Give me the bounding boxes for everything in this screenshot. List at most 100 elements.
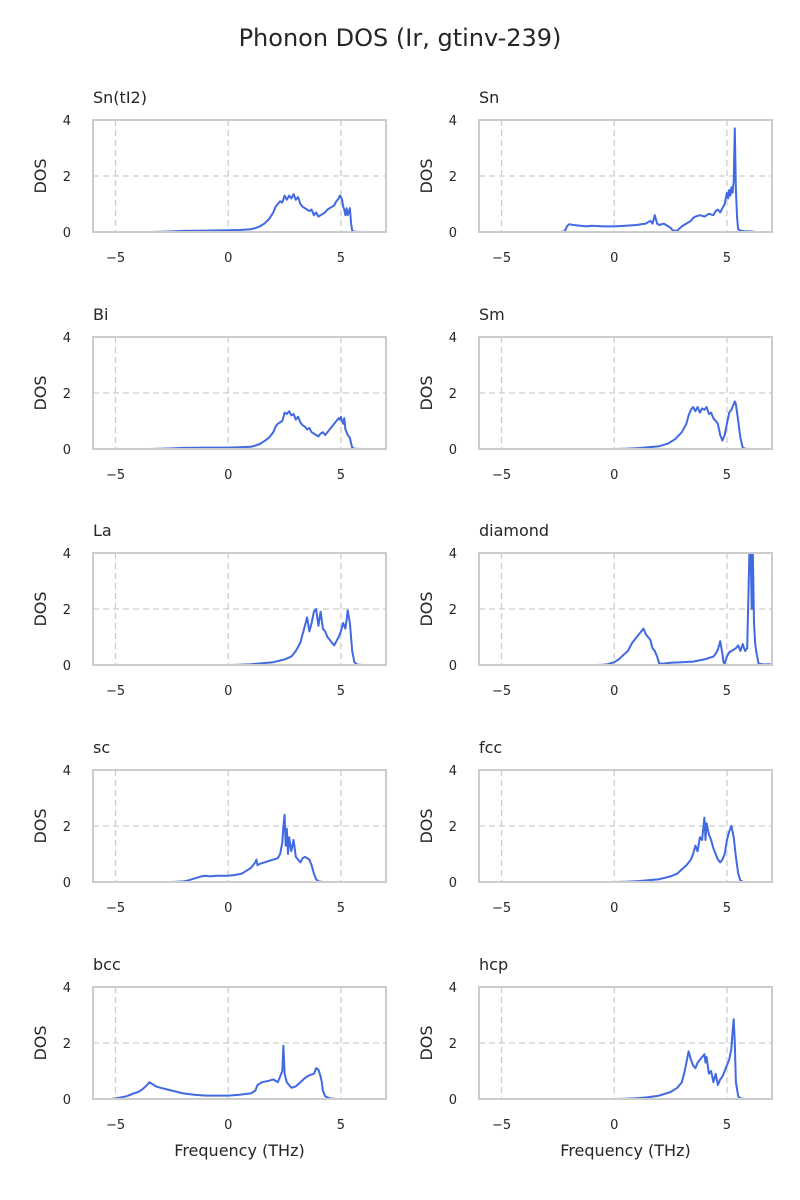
- x-axis-label: Frequency (THz): [174, 1141, 304, 1160]
- y-tick-label: 2: [449, 170, 457, 185]
- y-tick-label: 0: [449, 876, 457, 891]
- subplot-8: fcc −5 0 5 0 2 4 DOS: [417, 738, 773, 916]
- subplot-title: hcp: [479, 955, 508, 974]
- axes-frame: [478, 552, 773, 666]
- x-tick-label: 5: [723, 251, 731, 266]
- subplot-title: sc: [93, 738, 110, 757]
- x-tick-label: 5: [723, 901, 731, 916]
- x-tick-label: 0: [224, 684, 232, 699]
- x-tick-label: 5: [337, 251, 345, 266]
- y-tick-label: 0: [63, 876, 71, 891]
- y-axis-label: DOS: [417, 375, 436, 410]
- y-tick-label: 2: [449, 820, 457, 835]
- subplot-1: Sn(tI2) −5 0 5 0 2 4 DOS: [31, 88, 387, 266]
- x-tick-label: −5: [106, 1118, 125, 1133]
- y-axis-label: DOS: [31, 808, 50, 843]
- dos-curve: [614, 816, 750, 882]
- y-axis-label: DOS: [417, 158, 436, 193]
- y-tick-label: 2: [63, 387, 71, 402]
- x-tick-label: 0: [224, 1118, 232, 1133]
- y-tick-label: 0: [63, 443, 71, 458]
- y-tick-label: 4: [449, 331, 457, 346]
- y-tick-label: 0: [449, 226, 457, 241]
- x-tick-label: −5: [492, 1118, 511, 1133]
- dos-curve: [171, 813, 330, 882]
- subplot-10: hcp −5 0 5 0 2 4 DOS Frequency (THz): [417, 955, 773, 1160]
- subplot-title: La: [93, 521, 112, 540]
- y-tick-label: 2: [63, 1037, 71, 1052]
- x-tick-label: 0: [224, 251, 232, 266]
- y-tick-label: 0: [63, 659, 71, 674]
- x-tick-label: 5: [337, 901, 345, 916]
- y-tick-label: 0: [63, 1093, 71, 1108]
- axes-frame: [92, 552, 387, 666]
- dos-curve: [228, 608, 368, 665]
- axes-frame: [92, 336, 387, 450]
- y-tick-label: 4: [449, 764, 457, 779]
- subplot-grid: Sn(tI2) −5 0 5 0 2 4 DOS Sn −5 0 5 0 2 4 DOS Bi −5 0 5 0 2 4 DO…: [31, 88, 773, 1160]
- subplot-7: sc −5 0 5 0 2 4 DOS: [31, 738, 387, 916]
- x-tick-label: 0: [224, 468, 232, 483]
- y-axis-label: DOS: [31, 591, 50, 626]
- axes-frame: [478, 336, 773, 450]
- y-tick-label: 4: [449, 547, 457, 562]
- y-tick-label: 0: [449, 443, 457, 458]
- dos-curve: [614, 400, 754, 449]
- axes-frame: [92, 769, 387, 883]
- dos-curve: [110, 1044, 346, 1099]
- y-tick-label: 4: [63, 547, 71, 562]
- subplot-2: Sn −5 0 5 0 2 4 DOS: [417, 88, 773, 266]
- y-tick-label: 4: [63, 981, 71, 996]
- y-axis-label: DOS: [31, 158, 50, 193]
- y-tick-label: 2: [63, 170, 71, 185]
- x-tick-label: −5: [106, 468, 125, 483]
- x-tick-label: 5: [337, 1118, 345, 1133]
- x-tick-label: −5: [492, 684, 511, 699]
- dos-curve: [149, 410, 368, 449]
- y-axis-label: DOS: [31, 1025, 50, 1060]
- axes-frame: [478, 986, 773, 1100]
- dos-curve: [548, 127, 757, 232]
- x-tick-label: 0: [610, 901, 618, 916]
- x-tick-label: −5: [492, 468, 511, 483]
- subplot-5: La −5 0 5 0 2 4 DOS: [31, 521, 387, 699]
- x-tick-label: −5: [492, 251, 511, 266]
- y-tick-label: 4: [449, 114, 457, 129]
- x-tick-label: 0: [610, 251, 618, 266]
- x-tick-label: 0: [224, 901, 232, 916]
- y-axis-label: DOS: [31, 375, 50, 410]
- figure-title: Phonon DOS (Ir, gtinv-239): [239, 24, 562, 52]
- y-tick-label: 0: [63, 226, 71, 241]
- x-tick-label: −5: [106, 901, 125, 916]
- y-tick-label: 4: [449, 981, 457, 996]
- x-tick-label: 5: [337, 468, 345, 483]
- y-axis-label: DOS: [417, 1025, 436, 1060]
- y-tick-label: 2: [63, 820, 71, 835]
- subplot-title: Bi: [93, 305, 108, 324]
- x-tick-label: 0: [610, 1118, 618, 1133]
- y-tick-label: 2: [449, 1037, 457, 1052]
- x-tick-label: 5: [723, 468, 731, 483]
- y-axis-label: DOS: [417, 591, 436, 626]
- x-tick-label: −5: [106, 251, 125, 266]
- subplot-6: diamond −5 0 5 0 2 4 DOS: [417, 521, 773, 699]
- dos-curve: [149, 193, 368, 232]
- subplot-title: Sn(tI2): [93, 88, 147, 107]
- subplot-title: fcc: [479, 738, 502, 757]
- subplot-9: bcc −5 0 5 0 2 4 DOS Frequency (THz): [31, 955, 387, 1160]
- y-tick-label: 4: [63, 764, 71, 779]
- x-tick-label: −5: [492, 901, 511, 916]
- axes-frame: [92, 119, 387, 233]
- x-tick-label: 5: [337, 684, 345, 699]
- y-axis-label: DOS: [417, 808, 436, 843]
- subplot-title: diamond: [479, 521, 549, 540]
- subplot-title: Sm: [479, 305, 505, 324]
- x-tick-label: 5: [723, 1118, 731, 1133]
- y-tick-label: 2: [449, 387, 457, 402]
- x-axis-label: Frequency (THz): [560, 1141, 690, 1160]
- x-tick-label: 5: [723, 684, 731, 699]
- y-tick-label: 2: [449, 603, 457, 618]
- subplot-3: Bi −5 0 5 0 2 4 DOS: [31, 305, 387, 483]
- y-tick-label: 0: [449, 659, 457, 674]
